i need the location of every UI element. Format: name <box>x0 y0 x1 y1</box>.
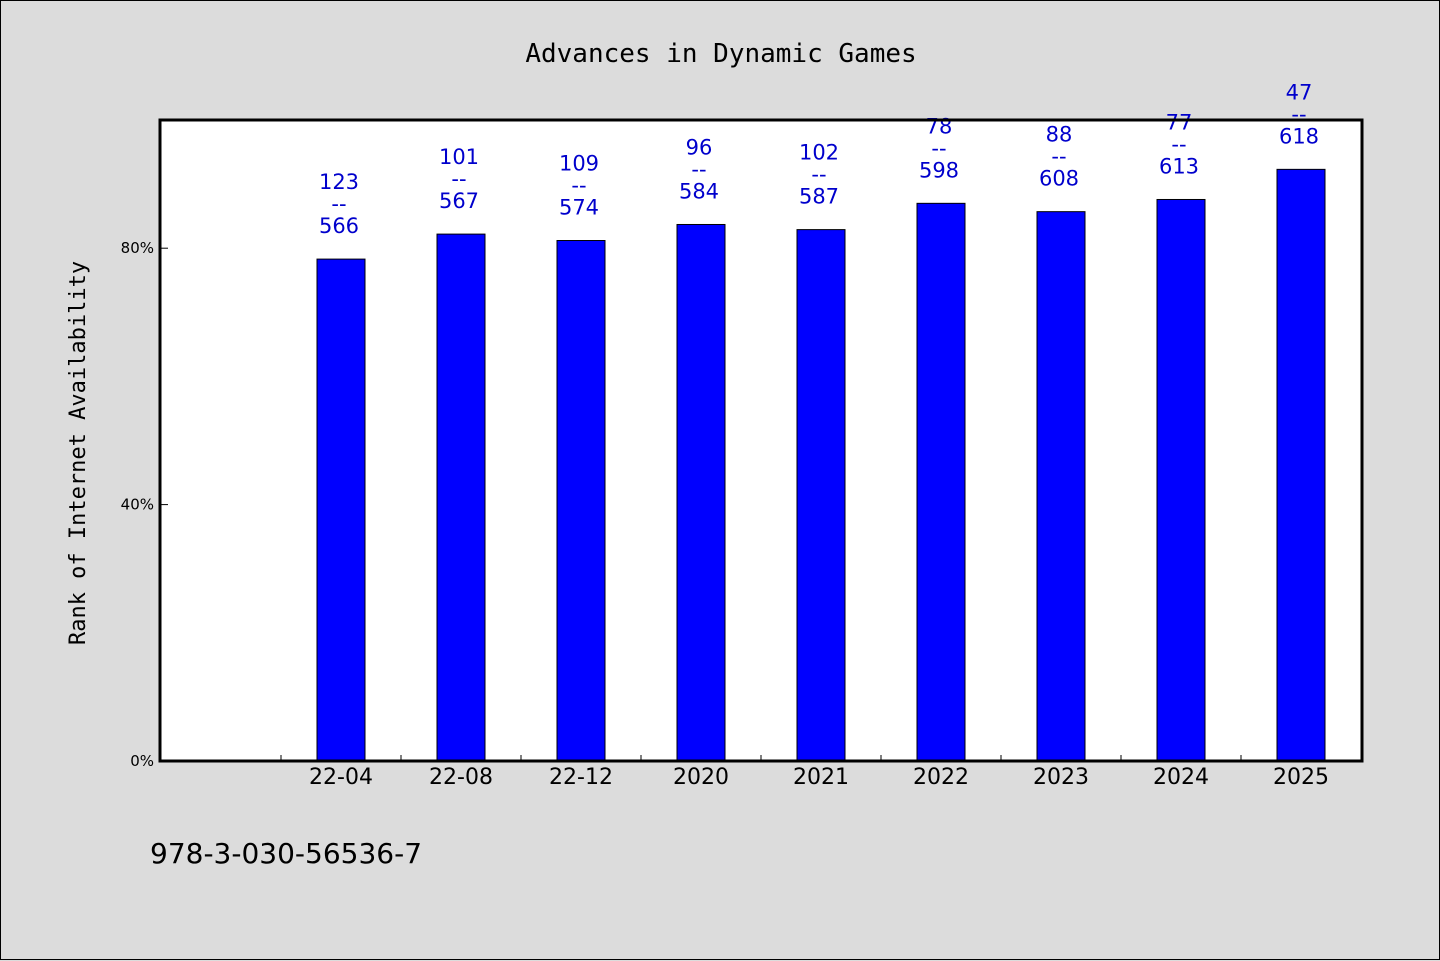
data-label-2022-bottom: 598 <box>919 158 959 182</box>
bar-2023 <box>1036 211 1086 762</box>
x-tick-label-2021: 2021 <box>793 765 849 790</box>
x-tick-label-22-12: 22-12 <box>549 765 613 790</box>
data-label-2024-top: 77 <box>1166 110 1193 134</box>
x-tick-label-2025: 2025 <box>1273 765 1329 790</box>
y-tick-label-0: 0% <box>130 752 154 770</box>
data-label-2020-top: 96 <box>686 135 713 159</box>
data-label-2023-sep: -- <box>1051 145 1066 169</box>
data-label-2021-top: 102 <box>799 141 839 165</box>
data-label-22-12-sep: -- <box>571 174 586 198</box>
data-label-2021-sep: -- <box>811 163 826 187</box>
x-tick-label-2020: 2020 <box>673 765 729 790</box>
x-tick-label-2022: 2022 <box>913 765 969 790</box>
bar-2021 <box>796 229 846 762</box>
bars-layer <box>316 168 1326 762</box>
bar-2022 <box>916 202 966 762</box>
data-label-22-12-top: 109 <box>559 152 599 176</box>
data-label-22-04-sep: -- <box>331 192 346 216</box>
bar-2020 <box>676 223 726 762</box>
data-label-2023-bottom: 608 <box>1039 167 1079 191</box>
bar-22-12 <box>556 240 606 762</box>
data-label-2020-bottom: 584 <box>679 179 719 203</box>
x-tick-label-2024: 2024 <box>1153 765 1209 790</box>
data-label-22-04-top: 123 <box>319 170 359 194</box>
bar-22-08 <box>436 233 486 762</box>
data-label-22-08-sep: -- <box>451 167 466 191</box>
isbn-footer: 978-3-030-56536-7 <box>150 837 422 870</box>
data-label-2020-sep: -- <box>691 157 706 181</box>
x-tick-label-2023: 2023 <box>1033 765 1089 790</box>
data-label-2021-bottom: 587 <box>799 185 839 209</box>
data-label-22-08-bottom: 567 <box>439 189 479 213</box>
data-label-2024-bottom: 613 <box>1159 154 1199 178</box>
x-tick-label-22-04: 22-04 <box>309 765 373 790</box>
data-label-22-08-top: 101 <box>439 145 479 169</box>
data-label-2022-sep: -- <box>931 136 946 160</box>
data-label-22-12-bottom: 574 <box>559 196 599 220</box>
data-label-2024-sep: -- <box>1171 132 1186 156</box>
data-label-2023-top: 88 <box>1046 123 1073 147</box>
y-tick-label-80: 80% <box>121 239 154 257</box>
bar-2025 <box>1276 168 1326 762</box>
data-labels-layer: 123--566101--567109--57496--584102--5877… <box>319 80 1319 238</box>
y-tick-label-40: 40% <box>121 496 154 514</box>
data-label-2025-sep: -- <box>1291 102 1306 126</box>
y-axis-label: Rank of Internet Availability <box>66 261 91 645</box>
data-label-22-04-bottom: 566 <box>319 214 359 238</box>
bar-22-04 <box>316 258 366 762</box>
x-tick-label-22-08: 22-08 <box>429 765 493 790</box>
axes-layer: 22-04 22-08 22-12 2020 2021 2022 2023 2024 2025 0… <box>121 239 1362 790</box>
plot-border <box>158 118 1364 763</box>
data-label-2025-top: 47 <box>1286 80 1313 104</box>
data-label-2025-bottom: 618 <box>1279 124 1319 148</box>
data-label-2022-top: 78 <box>926 114 953 138</box>
chart-title: Advances in Dynamic Games <box>525 39 916 69</box>
bar-2024 <box>1156 198 1206 762</box>
